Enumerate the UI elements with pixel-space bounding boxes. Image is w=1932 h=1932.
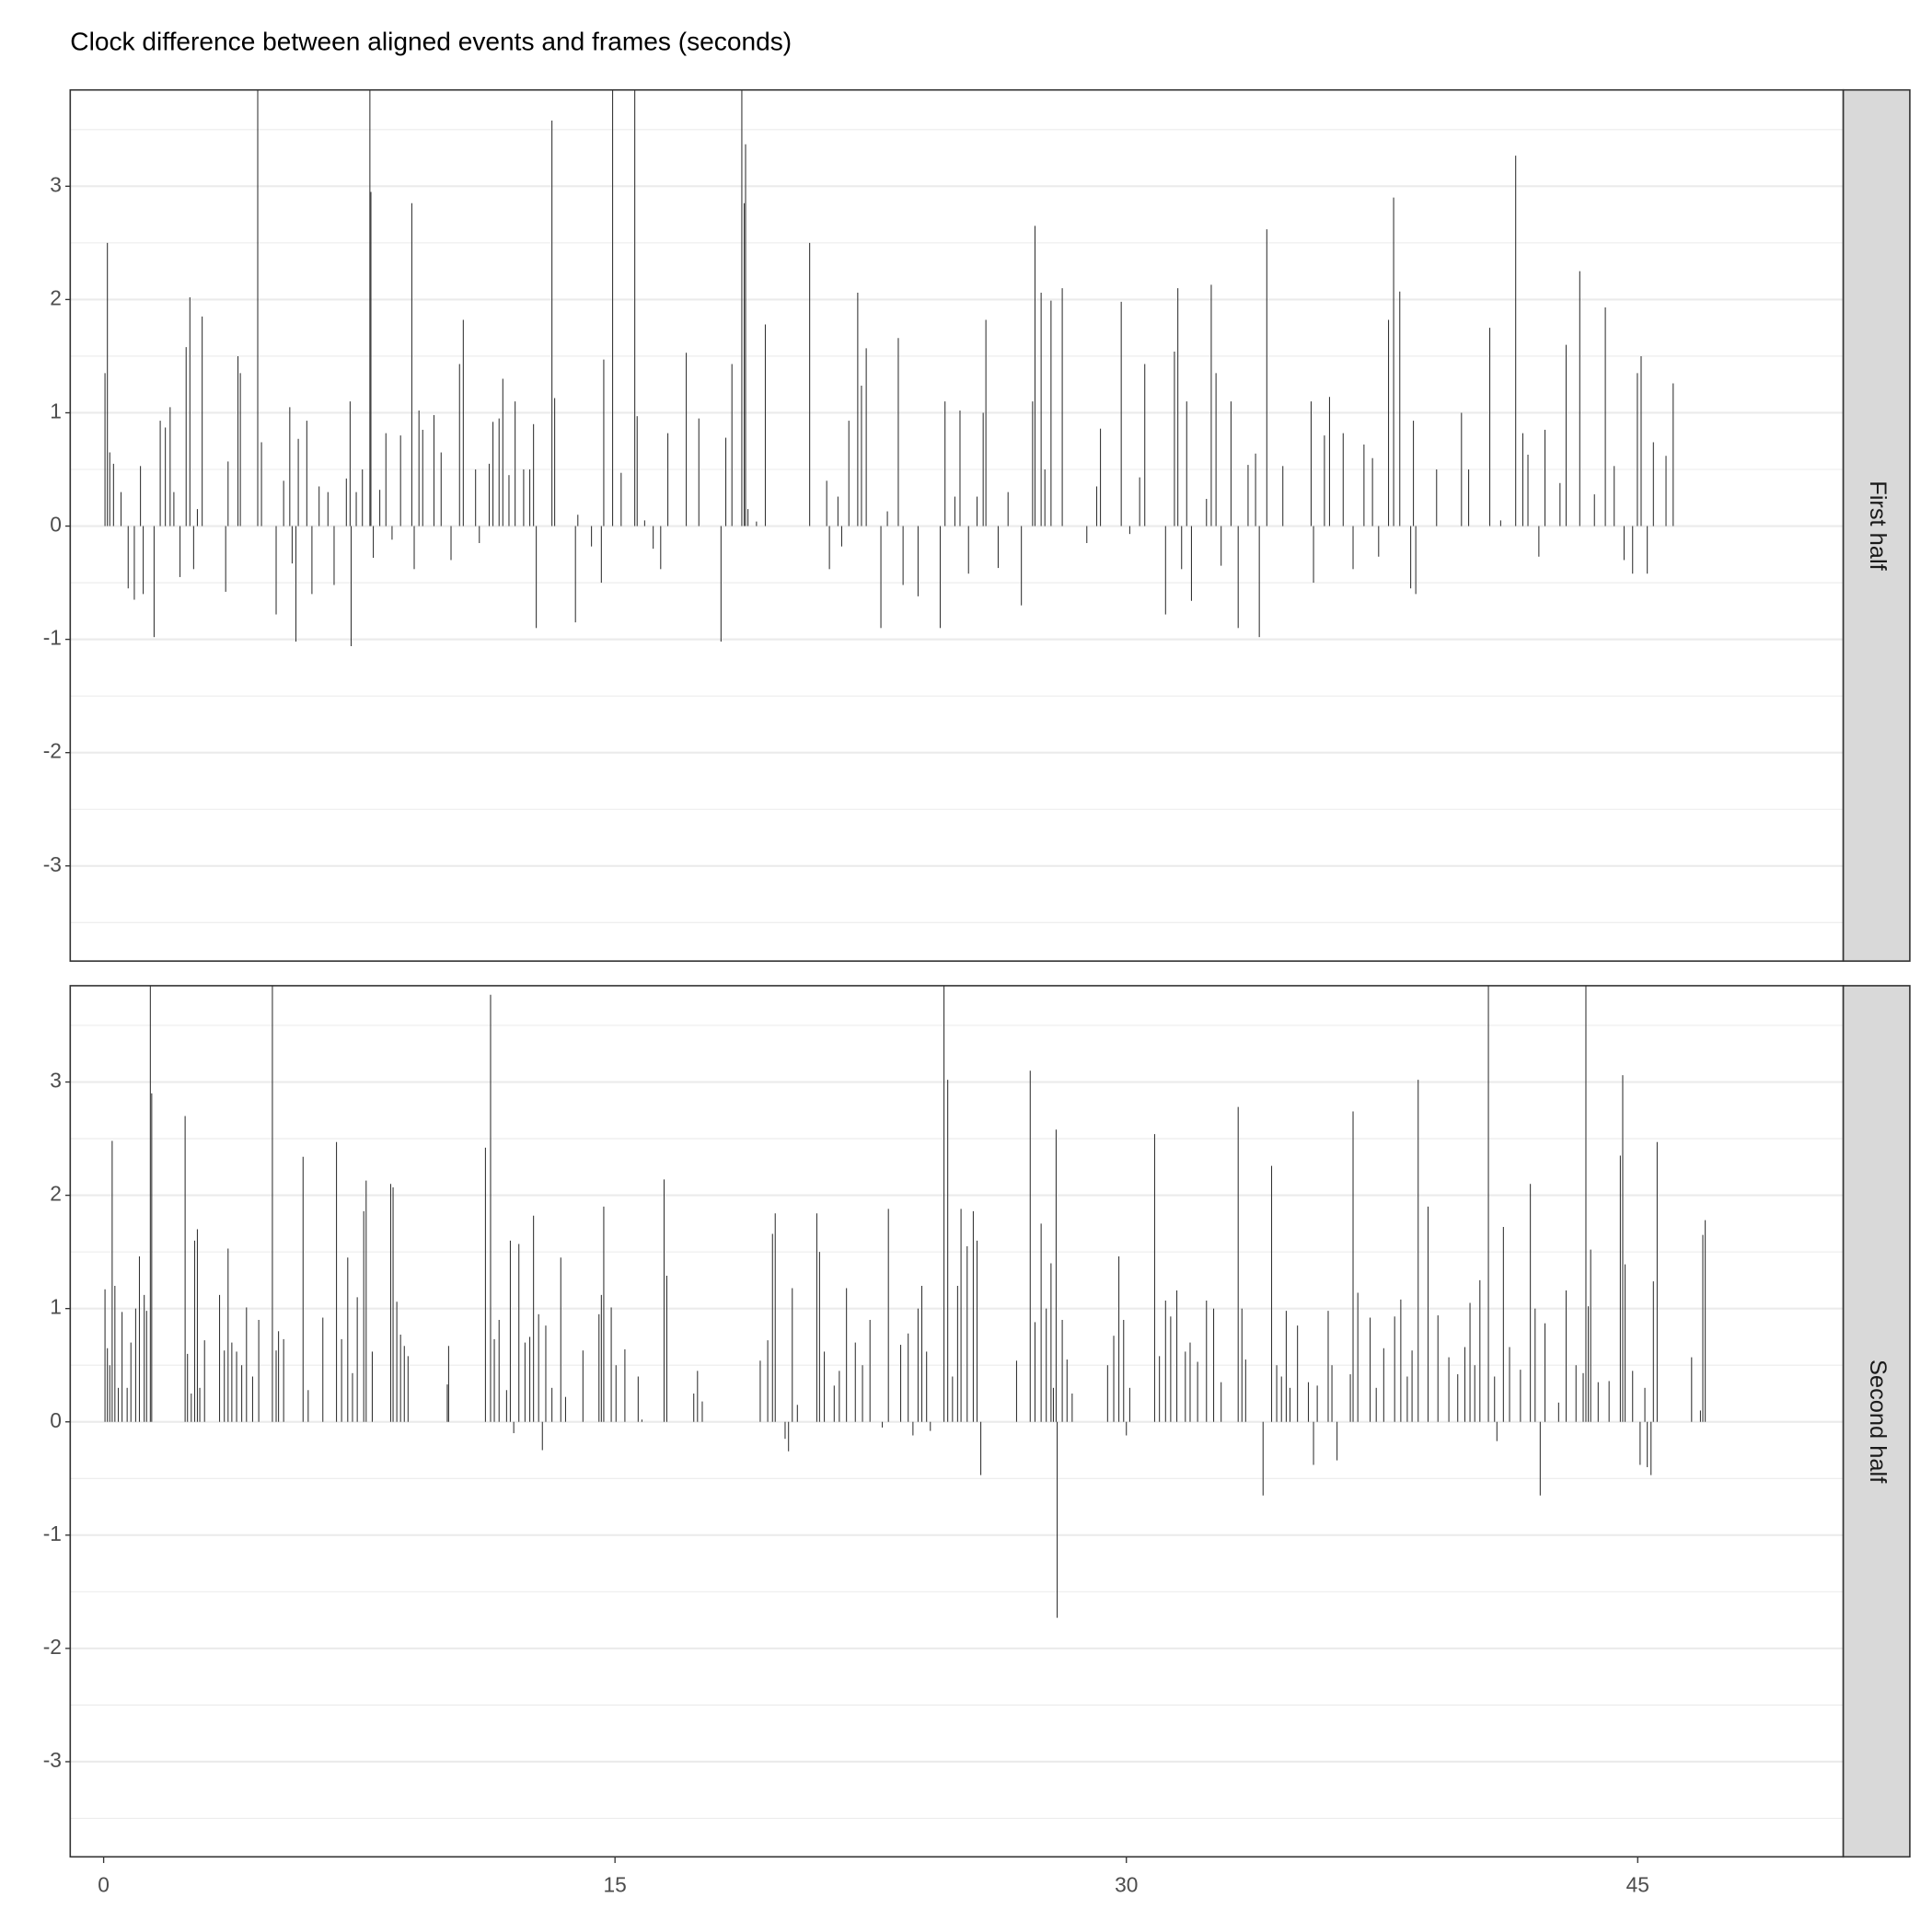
y-tick-label: -1 (43, 1521, 62, 1545)
y-tick-label: -3 (43, 1748, 62, 1772)
y-tick-label: 3 (50, 1069, 62, 1093)
y-tick-label: 3 (50, 172, 62, 196)
bars (104, 89, 1674, 647)
y-tick-label: 1 (50, 399, 62, 422)
y-tick-label: -1 (43, 626, 62, 650)
strip-label: First half (1865, 480, 1891, 571)
y-tick-label: -3 (43, 852, 62, 876)
x-tick-label: 15 (604, 1872, 627, 1896)
y-tick-label: -2 (43, 1635, 62, 1659)
chart-title: Clock difference between aligned events … (70, 27, 792, 55)
x-tick-label: 45 (1626, 1872, 1649, 1896)
y-tick-label: 1 (50, 1295, 62, 1319)
bars (104, 985, 1706, 1618)
x-tick-label: 30 (1115, 1872, 1138, 1896)
y-tick-label: 0 (50, 513, 62, 537)
strip (1842, 985, 1911, 1858)
strip-label: Second half (1865, 1359, 1891, 1484)
y-tick-label: 2 (50, 285, 62, 309)
y-tick-label: -2 (43, 739, 62, 763)
y-tick-label: 0 (50, 1408, 62, 1432)
y-tick-label: 2 (50, 1182, 62, 1206)
x-tick-label: 0 (98, 1872, 110, 1896)
strip (1842, 88, 1911, 962)
